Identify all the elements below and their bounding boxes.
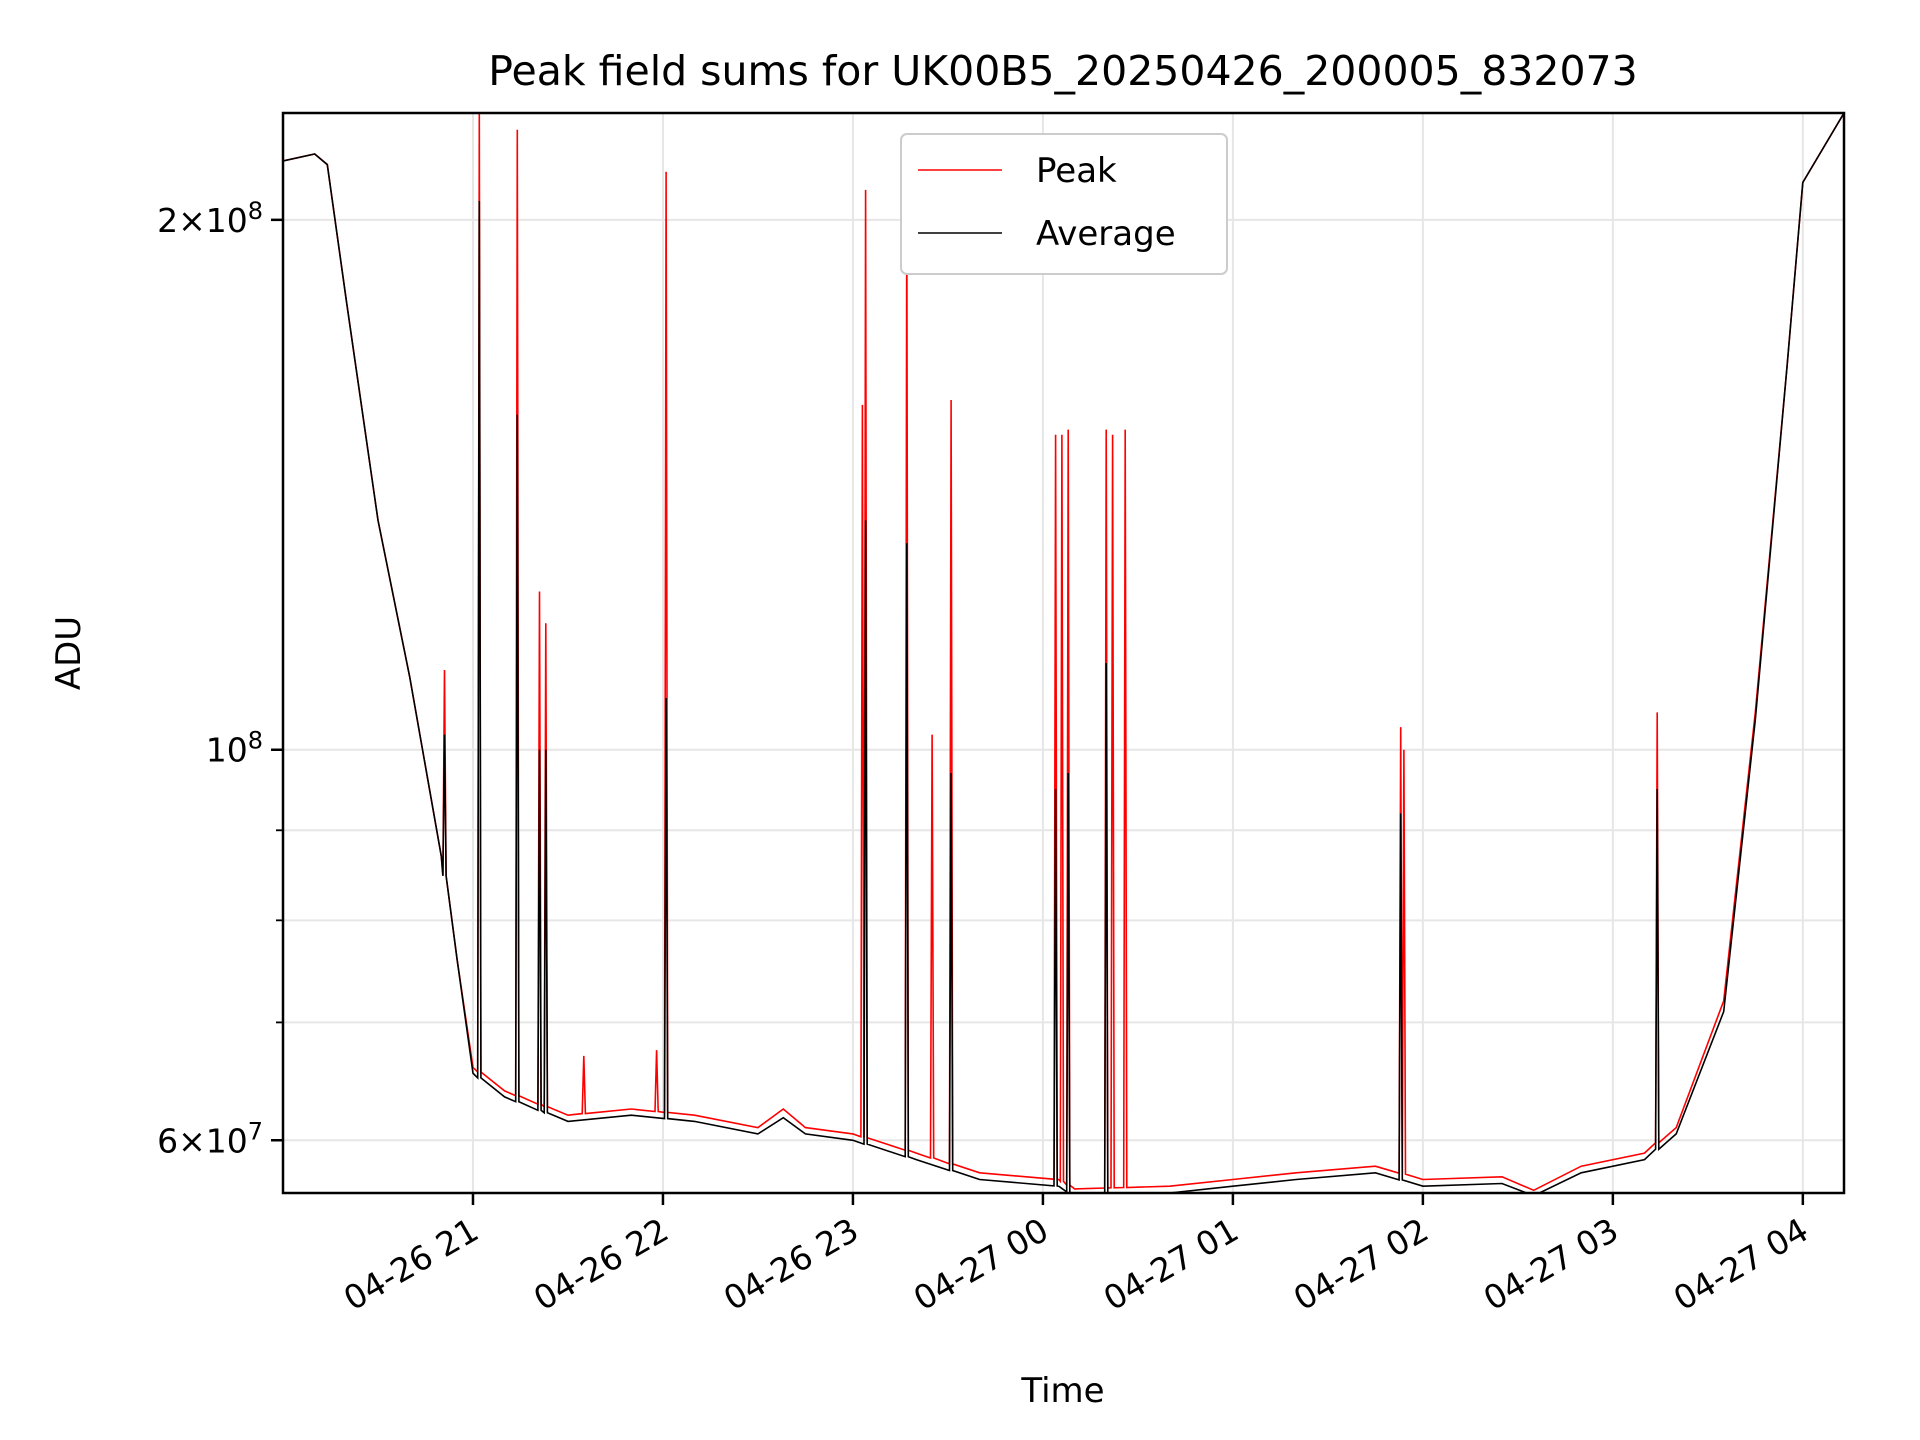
x-axis-label: Time — [1020, 1371, 1104, 1411]
x-tick-label: 04-27 02 — [1287, 1210, 1435, 1318]
series-layer — [283, 113, 1844, 1193]
x-tick-label: 04-27 00 — [907, 1210, 1055, 1318]
legend-label-average: Average — [1036, 214, 1176, 254]
series-line-average — [283, 113, 1844, 1193]
x-tick-label: 04-26 22 — [527, 1210, 675, 1318]
y-tick-label: 108 — [206, 727, 263, 770]
legend-label-peak: Peak — [1036, 151, 1117, 191]
y-ticks: 6×107 108 2×108 — [157, 197, 283, 1160]
x-tick-label: 04-26 21 — [337, 1210, 485, 1318]
y-tick-label: 2×108 — [157, 197, 263, 240]
x-tick-label: 04-27 04 — [1667, 1210, 1815, 1318]
x-tick-label: 04-26 23 — [717, 1210, 865, 1318]
plot-frame — [281, 111, 1846, 1195]
x-ticks: 04-26 21 04-26 22 04-26 23 04-27 00 04-27 01… — [337, 1193, 1815, 1318]
chart-title: Peak field sums for UK00B5_20250426_2000… — [488, 47, 1637, 95]
y-axis-label: ADU — [49, 616, 89, 690]
x-tick-label: 04-27 03 — [1477, 1210, 1625, 1318]
x-tick-label: 04-27 01 — [1097, 1210, 1245, 1318]
y-tick-label: 6×107 — [157, 1117, 263, 1160]
legend-box — [900, 133, 1228, 275]
legend: Peak Average — [900, 133, 1228, 275]
